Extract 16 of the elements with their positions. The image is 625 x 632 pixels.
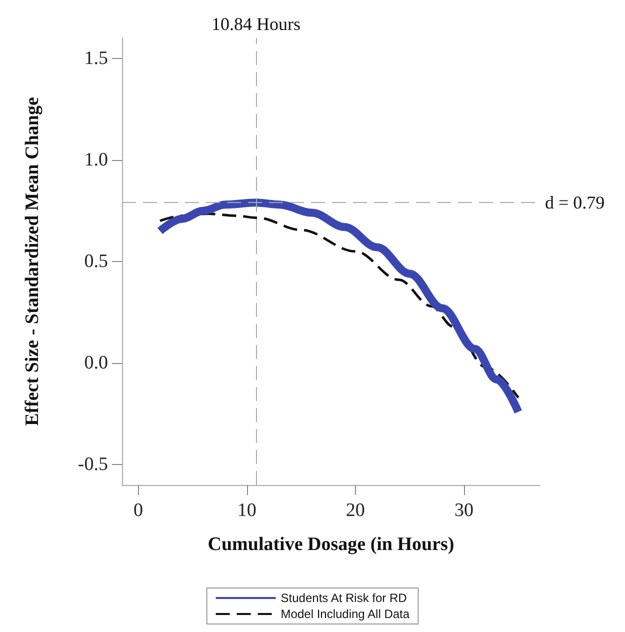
x-tick-label: 20 <box>346 500 365 521</box>
y-tick-label: 1.0 <box>84 149 108 170</box>
y-tick-label: -0.5 <box>78 454 108 476</box>
x-tick-label: 0 <box>134 500 144 521</box>
line-series <box>158 212 520 399</box>
legend-label: Students At Risk for RD <box>280 591 408 605</box>
y-tick-label: 1.5 <box>84 48 108 69</box>
ref-line-label: 10.84 Hours <box>211 14 300 34</box>
legend-label: Model Including All Data <box>280 607 410 621</box>
y-tick-label: 0.5 <box>84 251 108 272</box>
y-axis-title: Effect Size - Standardized Mean Change <box>22 97 43 426</box>
y-tick-label: 0.0 <box>84 352 108 374</box>
x-axis-title: Cumulative Dosage (in Hours) <box>208 534 454 555</box>
ref-line-label: d = 0.79 <box>545 192 605 213</box>
x-tick-label: 30 <box>454 500 474 521</box>
x-tick-label: 10 <box>237 500 256 521</box>
